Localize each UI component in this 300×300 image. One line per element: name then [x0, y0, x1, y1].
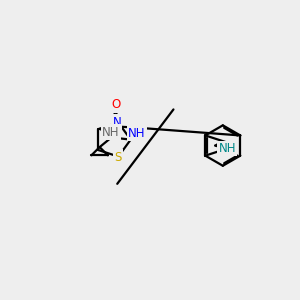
Text: O: O [112, 98, 121, 112]
Text: NH: NH [128, 127, 146, 140]
Text: NH: NH [102, 126, 120, 139]
Text: NH: NH [218, 142, 236, 155]
Text: S: S [115, 151, 122, 164]
Text: N: N [112, 116, 121, 128]
